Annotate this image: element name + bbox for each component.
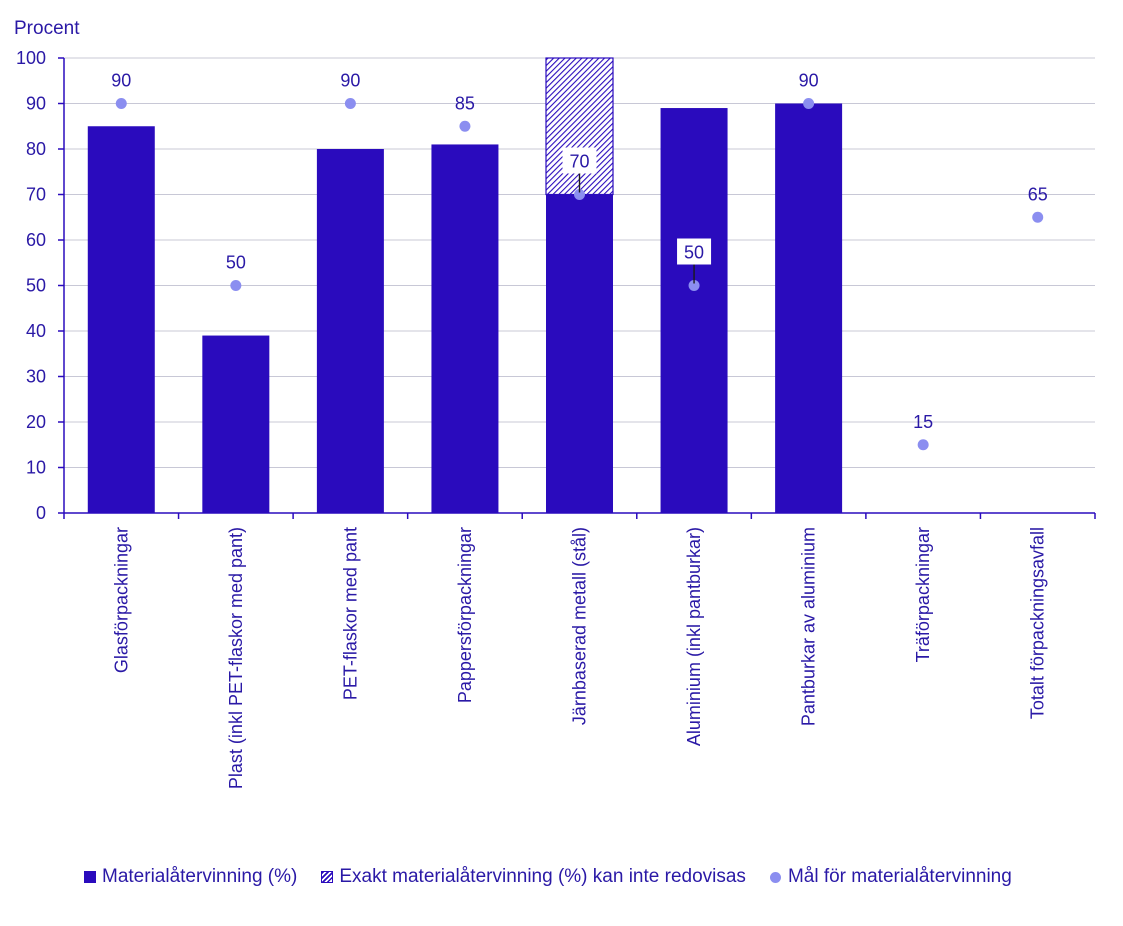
target-point <box>803 98 815 109</box>
bar-recycling <box>660 108 728 514</box>
y-tick-label: 70 <box>26 185 46 205</box>
data-label: 50 <box>684 243 704 263</box>
bar-recycling <box>546 194 613 513</box>
x-tick-label: Totalt förpackningsavfall <box>1028 527 1048 719</box>
data-label: 65 <box>1028 184 1048 204</box>
y-tick-label: 100 <box>16 48 46 68</box>
data-label: 70 <box>569 152 589 172</box>
legend-item-not-reported: Exakt materialåtervinning (%) kan inte r… <box>321 866 746 888</box>
x-tick-label: Pantburkar av aluminium <box>799 527 819 726</box>
y-tick-label: 20 <box>26 412 46 432</box>
y-tick-label: 80 <box>26 139 46 159</box>
y-tick-label: 0 <box>36 503 46 523</box>
data-label: 90 <box>111 71 131 91</box>
y-tick-label: 40 <box>26 321 46 341</box>
bar-recycling <box>431 144 499 513</box>
legend-item-recycling: Materialåtervinning (%) <box>84 866 297 888</box>
target-point <box>459 120 471 132</box>
bar-recycling <box>316 149 384 513</box>
axes: 0 10 20 30 40 50 60 70 80 90 100 Glasförpackningar P… <box>16 48 1096 789</box>
y-tick-label: 60 <box>26 230 46 250</box>
y-axis-label: Procent <box>14 18 80 39</box>
data-label: 90 <box>799 71 819 91</box>
y-tick-label: 50 <box>26 276 46 296</box>
data-label: 90 <box>340 71 360 91</box>
target-point <box>230 280 242 291</box>
legend-item-target: Mål för materialåtervinning <box>769 866 1012 888</box>
legend: Materialåtervinning (%) Exakt materialåt… <box>84 866 1036 888</box>
x-tick-label: Träförpackningar <box>913 527 933 662</box>
data-label: 50 <box>226 253 246 273</box>
data-label: 85 <box>455 93 475 113</box>
legend-swatch-dot <box>769 871 781 883</box>
x-tick-label: Plast (inkl PET-flaskor med pant) <box>226 527 246 789</box>
legend-label-target: Mål för materialåtervinning <box>787 866 1012 887</box>
data-label-box <box>562 147 597 174</box>
data-label: 15 <box>913 412 933 432</box>
legend-swatch-solid <box>84 871 96 883</box>
data-label-box <box>677 238 712 265</box>
target-point <box>344 98 356 109</box>
x-tick-label: Glasförpackningar <box>111 527 131 673</box>
bar-recycling <box>775 103 843 513</box>
legend-swatch-hatched <box>321 871 334 883</box>
y-tick-label: 90 <box>26 94 46 114</box>
target-point <box>688 280 700 291</box>
x-tick-label: PET-flaskor med pant <box>340 527 360 700</box>
y-tick-label: 30 <box>26 367 46 387</box>
y-tick-label: 10 <box>26 458 46 478</box>
legend-label-recycling: Materialåtervinning (%) <box>102 866 298 887</box>
legend-label-not-reported: Exakt materialåtervinning (%) kan inte r… <box>339 866 746 887</box>
x-tick-label: Aluminium (inkl pantburkar) <box>684 527 704 746</box>
bar-recycling <box>87 126 155 513</box>
bars <box>87 57 843 514</box>
target-point <box>115 98 127 109</box>
bar-recycling <box>202 335 270 513</box>
target-point <box>917 439 929 451</box>
target-point <box>574 189 585 200</box>
x-tick-label: Pappersförpackningar <box>455 527 475 703</box>
target-points: 90 50 90 85 70 50 90 15 65 <box>111 71 1048 451</box>
x-tick-label: Järnbaserad metall (stål) <box>570 527 590 725</box>
target-point <box>1032 211 1044 223</box>
